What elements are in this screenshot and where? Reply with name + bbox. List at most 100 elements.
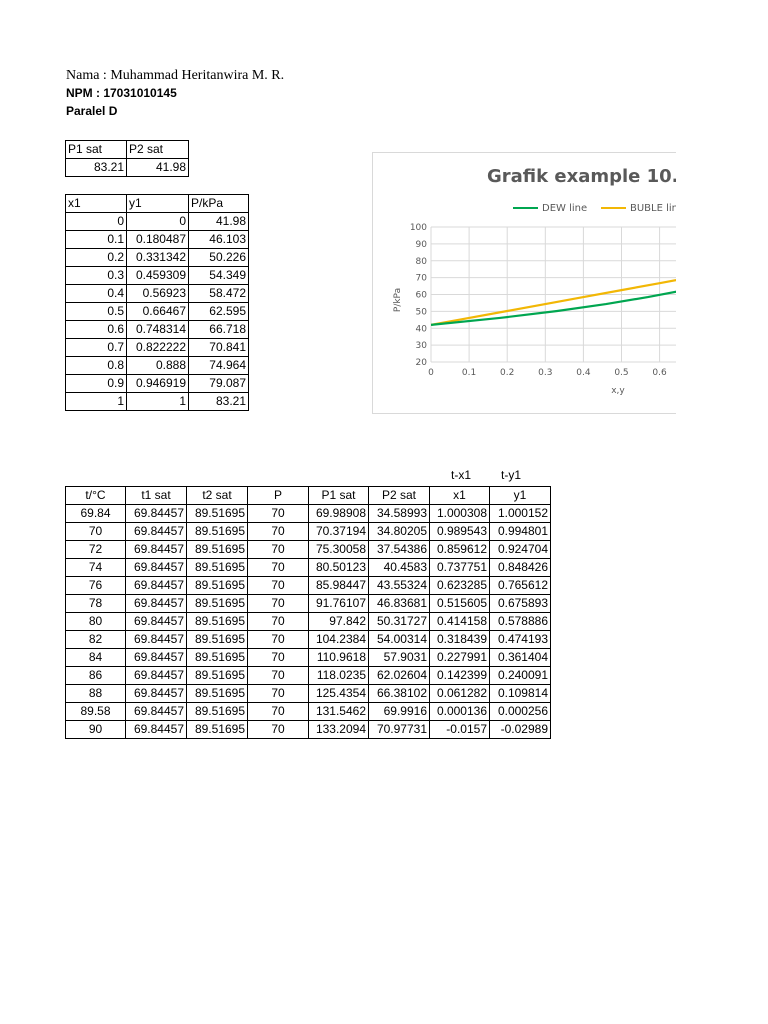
temperature-header-cell: P2 sat: [368, 486, 430, 505]
psat-value-p2: 41.98: [126, 158, 189, 177]
temperature-table-cell: 85.98447: [308, 576, 369, 595]
temperature-table-row: 80 69.84457 89.51695 70 97.842 50.31727 0.4141…: [65, 612, 551, 631]
x-axis-label: x,y: [611, 386, 625, 396]
temperature-table-cell: 89.51695: [186, 522, 248, 541]
xy-table-cell: 0.1: [65, 230, 127, 249]
temperature-table-cell: 86: [65, 666, 126, 685]
chart-container: Grafik example 10.1 DEW line BUBLE line 20 3…: [372, 152, 691, 414]
temperature-table-cell: 89.51695: [186, 594, 248, 613]
temperature-table-row: 88 69.84457 89.51695 70 125.4354 66.38102 0.06…: [65, 684, 551, 703]
temperature-table-cell: 34.58993: [368, 504, 430, 523]
temperature-table-cell: 0.061282: [429, 684, 490, 703]
x-tick-label: 0.3: [538, 368, 552, 378]
y-tick-label: 30: [416, 341, 428, 351]
temperature-header-cell: t1 sat: [125, 486, 187, 505]
xy-table-cell: 1: [65, 392, 127, 411]
xy-table-cell: 50.226: [188, 248, 249, 267]
xy-header-row: x1 y1 P/kPa: [65, 194, 249, 213]
psat-header-p2: P2 sat: [126, 140, 189, 159]
temperature-table-cell: 104.2384: [308, 630, 369, 649]
xy-table-row: 0.6 0.748314 66.718: [65, 320, 249, 339]
xy-header-cell: x1: [65, 194, 127, 213]
temperature-table-cell: 118.0235: [308, 666, 369, 685]
xy-table-cell: 54.349: [188, 266, 249, 285]
chart-title: Grafik example 10.1: [487, 166, 676, 187]
xy-table-cell: 0.8: [65, 356, 127, 375]
xy-table-cell: 0: [65, 212, 127, 231]
temperature-table-row: 90 69.84457 89.51695 70 133.2094 70.97731 -0.0…: [65, 720, 551, 739]
temperature-table-row: 86 69.84457 89.51695 70 118.0235 62.02604 0.14…: [65, 666, 551, 685]
xy-table-row: 0.5 0.66467 62.595: [65, 302, 249, 321]
temperature-table-cell: 34.80205: [368, 522, 430, 541]
temperature-table-cell: 0.994801: [489, 522, 551, 541]
y-tick-label: 40: [416, 324, 428, 334]
xy-table-row: 0.1 0.180487 46.103: [65, 230, 249, 249]
temperature-table-cell: 69.84457: [125, 720, 187, 739]
temperature-table-cell: 70: [247, 666, 309, 685]
xy-table-cell: 0.5: [65, 302, 127, 321]
temperature-table-cell: 1.000308: [429, 504, 490, 523]
temperature-table-cell: -0.0157: [429, 720, 490, 739]
temperature-table-cell: 0.765612: [489, 576, 551, 595]
xy-table-cell: 0.66467: [126, 302, 189, 321]
temperature-header-row: t/°C t1 sat t2 sat P P1 sat P2 sat x1 y1: [65, 486, 551, 505]
series-line-dew: [431, 290, 676, 327]
temperature-table-cell: 62.02604: [368, 666, 430, 685]
temperature-table-cell: 69.84457: [125, 666, 187, 685]
temperature-header-cell: x1: [429, 486, 490, 505]
temperature-table: t/°C t1 sat t2 sat P P1 sat P2 sat x1 y1 69.84 69…: [65, 486, 551, 739]
temperature-table-cell: 82: [65, 630, 126, 649]
temperature-table-cell: 133.2094: [308, 720, 369, 739]
temperature-table-row: 76 69.84457 89.51695 70 85.98447 43.55324 0.62…: [65, 576, 551, 595]
xy-table-cell: 66.718: [188, 320, 249, 339]
temperature-table-row: 82 69.84457 89.51695 70 104.2384 54.00314 0.31…: [65, 630, 551, 649]
xy-table-row: 0 0 41.98: [65, 212, 249, 231]
temperature-table-cell: 70: [247, 522, 309, 541]
temperature-table-cell: 69.84457: [125, 594, 187, 613]
y-tick-label: 20: [416, 358, 428, 368]
x-tick-label: 0: [428, 368, 434, 378]
temperature-table-cell: 78: [65, 594, 126, 613]
xy-table-cell: 0.748314: [126, 320, 189, 339]
y-tick-label: 90: [416, 240, 428, 250]
temperature-table-cell: 89.51695: [186, 558, 248, 577]
temperature-table-cell: 69.84457: [125, 630, 187, 649]
xy-table-row: 0.9 0.946919 79.087: [65, 374, 249, 393]
temperature-table-cell: 50.31727: [368, 612, 430, 631]
temperature-table-cell: 43.55324: [368, 576, 430, 595]
x-tick-label: 0.6: [652, 368, 667, 378]
xy-table-row: 0.2 0.331342 50.226: [65, 248, 249, 267]
x-tick-label: 0.5: [614, 368, 628, 378]
temperature-table-cell: 0.924704: [489, 540, 551, 559]
temperature-table-cell: 1.000152: [489, 504, 551, 523]
y-axis-label: P/kPa: [393, 288, 403, 312]
temperature-table-cell: 70.37194: [308, 522, 369, 541]
temperature-table-cell: 69.98908: [308, 504, 369, 523]
xy-table-cell: 0.3: [65, 266, 127, 285]
xy-table-cell: 0.9: [65, 374, 127, 393]
temperature-table-cell: 0.318439: [429, 630, 490, 649]
legend-label-dew: DEW line: [542, 203, 587, 214]
x-tick-label: 0.1: [462, 368, 476, 378]
xy-table: x1 y1 P/kPa 0 0 41.98 0.1 0.180487 46.103 0.2 0.33…: [65, 194, 249, 411]
x-tick-label: 0.4: [576, 368, 591, 378]
series-line-buble: [431, 279, 676, 326]
temperature-table-cell: 69.9916: [368, 702, 430, 721]
temperature-table-cell: 0.623285: [429, 576, 490, 595]
temperature-table-cell: 91.76107: [308, 594, 369, 613]
temperature-table-cell: 84: [65, 648, 126, 667]
xy-table-cell: 41.98: [188, 212, 249, 231]
temperature-table-row: 89.58 69.84457 89.51695 70 131.5462 69.9916 0.…: [65, 702, 551, 721]
temperature-table-row: 70 69.84457 89.51695 70 70.37194 34.80205 0.98…: [65, 522, 551, 541]
xy-table-cell: 1: [126, 392, 189, 411]
xy-table-row: 0.4 0.56923 58.472: [65, 284, 249, 303]
temperature-table-cell: 0.675893: [489, 594, 551, 613]
temperature-table-cell: 70: [247, 576, 309, 595]
temperature-table-cell: 69.84457: [125, 684, 187, 703]
temperature-table-cell: 69.84457: [125, 648, 187, 667]
temperature-header-cell: t2 sat: [186, 486, 248, 505]
xy-table-row: 0.8 0.888 74.964: [65, 356, 249, 375]
temperature-header-cell: P: [247, 486, 309, 505]
temperature-table-cell: 89.51695: [186, 540, 248, 559]
temperature-table-cell: 74: [65, 558, 126, 577]
